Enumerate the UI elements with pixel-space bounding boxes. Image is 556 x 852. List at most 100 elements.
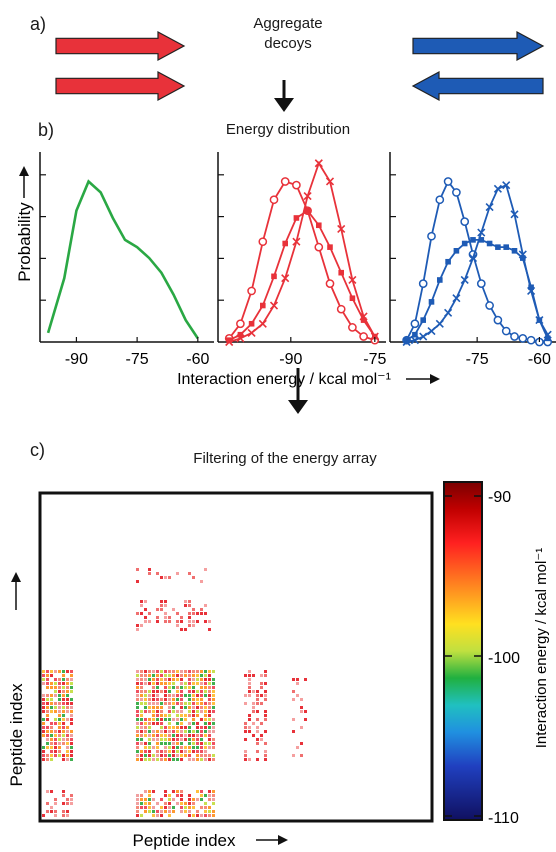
heatmap-cell — [144, 674, 147, 677]
heatmap-cell — [152, 754, 155, 757]
heatmap-cell — [156, 710, 159, 713]
heatmap-cell — [212, 682, 215, 685]
heatmap-cell — [196, 674, 199, 677]
heatmap-cell — [248, 726, 251, 729]
heatmap-cell — [200, 746, 203, 749]
heatmap-cell — [188, 738, 191, 741]
plot-3-series-3-point — [452, 294, 461, 303]
heatmap-cell — [184, 726, 187, 729]
heatmap-cell — [208, 710, 211, 713]
heatmap-cell — [152, 734, 155, 737]
heatmap-cell — [62, 694, 65, 697]
plot-2-series-2-point — [316, 222, 322, 229]
heatmap-cell — [188, 682, 191, 685]
plot-3-series-3-point — [477, 228, 486, 237]
heatmap-cell — [184, 706, 187, 709]
heatmap-cell — [192, 670, 195, 673]
heatmap-cell — [152, 714, 155, 717]
heatmap-cell — [66, 726, 69, 729]
heatmap-cell — [168, 694, 171, 697]
heatmap-cell — [172, 806, 175, 809]
heatmap-cell — [42, 730, 45, 733]
heatmap-cell — [208, 628, 211, 631]
heatmap-cell — [50, 734, 53, 737]
heatmap-cell — [196, 730, 199, 733]
heatmap-cell — [168, 620, 171, 623]
heatmap-cell — [304, 718, 307, 721]
plot-2-series-3-point — [258, 319, 267, 328]
heatmap-cell — [260, 686, 263, 689]
heatmap-cell — [192, 718, 195, 721]
heatmap-cell — [62, 758, 65, 761]
heatmap-cell — [200, 682, 203, 685]
heatmap-cell — [62, 698, 65, 701]
heatmap-cell — [156, 718, 159, 721]
heatmap-cell — [58, 702, 61, 705]
heatmap-cell — [136, 714, 139, 717]
heatmap-cell — [252, 674, 255, 677]
heatmap-cell — [204, 620, 207, 623]
heatmap-cell — [192, 734, 195, 737]
heatmap-cell — [70, 678, 73, 681]
heatmap-cell — [200, 806, 203, 809]
heatmap-cell — [300, 698, 303, 701]
heatmap-cell — [264, 718, 267, 721]
plot-2-series-1-point — [325, 279, 335, 288]
heatmap-cell — [136, 580, 139, 583]
heatmap-cell — [164, 678, 167, 681]
heatmap-cell — [62, 802, 65, 805]
plot-3-series-1-point — [427, 231, 436, 241]
heatmap-cell — [46, 758, 49, 761]
heatmap-cell — [192, 706, 195, 709]
heatmap-cell — [264, 742, 267, 745]
heatmap-cell — [180, 794, 183, 797]
energy-distribution-plots: -90 -75 -60 -90 -75 -75 -60 Probability Intera… — [15, 152, 556, 400]
heatmap-cell — [164, 600, 167, 603]
plot-2-series-2-point — [293, 215, 300, 221]
heatmap-cell — [184, 702, 187, 705]
heatmap-cell — [156, 734, 159, 737]
heatmap-cell — [148, 802, 151, 805]
heatmap-cell — [212, 726, 215, 729]
heatmap-cell — [180, 802, 183, 805]
heatmap-cell — [152, 730, 155, 733]
plot-3-series-1-point — [435, 195, 445, 205]
heatmap-cell — [172, 678, 175, 681]
heatmap-cell — [192, 722, 195, 725]
heatmap-cell — [172, 730, 175, 733]
heatmap-cell — [192, 694, 195, 697]
plot-1-series-1 — [46, 179, 199, 340]
heatmap-cell — [200, 734, 203, 737]
heatmap-cell — [264, 714, 267, 717]
heatmap-cell — [168, 686, 171, 689]
heatmap-cell — [152, 718, 155, 721]
heatmap-cell — [192, 620, 195, 623]
heatmap-cell — [62, 810, 65, 813]
heatmap-cell — [160, 674, 163, 677]
heatmap-cell — [70, 682, 73, 685]
heatmap-cell — [54, 746, 57, 749]
heatmap-cell — [140, 730, 143, 733]
heatmap-cell — [204, 802, 207, 805]
heatmap-cell — [148, 750, 151, 753]
heatmap-cell — [42, 694, 45, 697]
heatmap-cell — [172, 810, 175, 813]
heatmap-cell — [164, 616, 167, 619]
heatmap-cell — [212, 722, 215, 725]
heatmap-cell — [70, 710, 73, 713]
heatmap-cell — [62, 790, 65, 793]
heatmap-cell — [58, 694, 61, 697]
heatmap-cell — [248, 682, 251, 685]
heatmap-cell — [164, 790, 167, 793]
heatmap-cell — [46, 670, 49, 673]
heatmap-cell — [148, 572, 151, 575]
heatmap-cell — [204, 568, 207, 571]
heatmap-cell — [188, 798, 191, 801]
heatmap-cell — [184, 670, 187, 673]
heatmap-cell — [300, 710, 303, 713]
heatmap-cell — [184, 734, 187, 737]
plot-3-series-1-point — [418, 279, 428, 288]
heatmap-cell — [204, 742, 207, 745]
heatmap-cell — [164, 734, 167, 737]
heatmap-cell — [260, 702, 263, 705]
